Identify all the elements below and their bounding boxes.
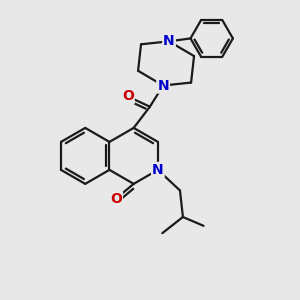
Text: N: N: [157, 79, 169, 92]
Text: O: O: [110, 192, 122, 206]
Text: N: N: [163, 34, 175, 48]
Text: O: O: [122, 89, 134, 103]
Text: N: N: [152, 163, 164, 177]
